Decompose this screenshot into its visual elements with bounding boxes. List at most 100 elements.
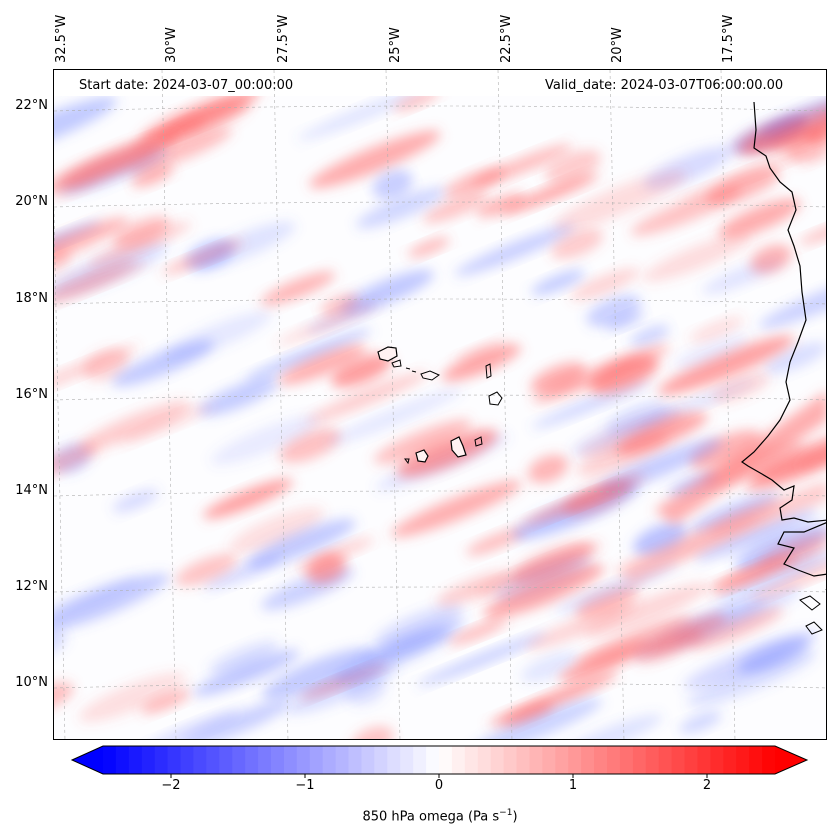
ascent-patch (501, 173, 599, 215)
descent-patch (112, 489, 159, 513)
colorbar-segment (684, 746, 699, 774)
descent-patch (737, 637, 810, 674)
colorbar-segment (762, 746, 776, 774)
colorbar-label-close: ) (512, 809, 518, 825)
santo-antao-island (377, 346, 398, 362)
ascent-patch (750, 244, 792, 274)
descent-patch (454, 224, 576, 276)
ascent-patch (532, 344, 671, 403)
lat-label-12n: 12°N (15, 579, 48, 594)
colorbar-segment (219, 746, 233, 774)
colorbar-segment (374, 746, 388, 774)
descent-patch (245, 328, 372, 381)
descent-patch (689, 492, 780, 533)
descent-patch (286, 665, 397, 715)
descent-patch (531, 269, 585, 296)
colorbar-label-exponent: −1 (499, 808, 513, 818)
lon-label-27-5w: 27.5°W (276, 14, 291, 63)
cbar-tick-label-1: 1 (568, 778, 578, 793)
map-frame (53, 69, 827, 740)
descent-patch (633, 522, 688, 556)
ascent-patch (454, 340, 505, 363)
parallel-line (54, 490, 826, 497)
lon-label-32-5w: 32.5°W (54, 14, 69, 63)
descent-patch (355, 187, 447, 229)
colorbar-segment (671, 746, 686, 774)
colorbar-segment (632, 746, 647, 774)
parallel-line (54, 105, 826, 112)
descent-patch (629, 324, 670, 347)
descent-patch (679, 711, 722, 734)
colorbar-segment (451, 746, 466, 774)
ascent-patch (689, 430, 763, 469)
ascent-patch (550, 228, 604, 260)
ascent-patch (521, 474, 645, 526)
descent-patch (716, 550, 826, 602)
ascent-patch (78, 672, 187, 723)
ascent-patch (805, 106, 826, 143)
colorbar-segment (387, 746, 401, 774)
lat-label-10n: 10°N (15, 675, 48, 690)
descent-patch (145, 709, 240, 739)
ascent-patch (330, 353, 393, 388)
colorbar-segment (154, 746, 169, 774)
ascent-patch (718, 198, 801, 239)
ascent-patch (351, 726, 394, 739)
descent-patch (246, 518, 356, 569)
descent-patch (54, 629, 67, 658)
descent-patch (764, 342, 826, 374)
colorbar-segment (283, 746, 298, 774)
ascent-patch (131, 165, 174, 188)
colorbar-segment (464, 746, 479, 774)
ascent-patch (552, 170, 687, 231)
ascent-patch (441, 344, 521, 382)
ascent-patch (756, 531, 826, 567)
meridian-line (161, 70, 177, 739)
santiago-island (450, 436, 467, 458)
parallel-line (54, 682, 826, 689)
colorbar-segment (516, 746, 531, 774)
descent-patch (758, 271, 826, 329)
ascent-patch (175, 553, 238, 586)
colorbar-segment (723, 746, 737, 774)
colorbar-outline (70, 745, 809, 775)
ascent-patch (391, 480, 522, 538)
descent-patch (339, 269, 435, 314)
descent-patch (686, 650, 817, 708)
colorbar-gradient (72, 746, 807, 774)
colorbar-segment (335, 746, 350, 774)
descent-patch (54, 97, 118, 157)
header-blank-band (54, 70, 826, 96)
meridian-line (497, 70, 513, 739)
descent-patch (162, 311, 273, 361)
descent-patch (466, 698, 603, 739)
colorbar-segment (193, 746, 207, 774)
colorbar-segment (594, 746, 608, 774)
gambia-senegal-coast (777, 522, 826, 577)
ascent-patch (584, 582, 711, 638)
cbar-tick-label-0: 0 (434, 778, 444, 793)
lon-label-17-5w: 17.5°W (721, 14, 736, 63)
meridian-line (720, 70, 736, 739)
colorbar-segment (296, 746, 311, 774)
lat-label-16n: 16°N (15, 387, 48, 402)
ascent-patch (798, 218, 826, 245)
colorbar-segment (271, 746, 285, 774)
ascent-patch (141, 689, 191, 714)
descent-patch (570, 407, 680, 455)
descent-patch (261, 647, 375, 700)
ascent-patch (711, 372, 770, 403)
descent-patch (416, 632, 548, 687)
ascent-patch (309, 130, 441, 189)
lon-label-22-5w: 22.5°W (499, 14, 514, 63)
colorbar-segment (555, 746, 569, 774)
parallel-line (54, 298, 826, 305)
ascent-patch (54, 443, 101, 485)
colorbar-segment (413, 746, 427, 774)
colorbar-segment (361, 746, 375, 774)
ascent-patch (161, 240, 244, 275)
coastal-ascent-band-south (614, 480, 826, 585)
ascent-patch (558, 641, 651, 682)
ascent-patch (502, 702, 554, 727)
ascent-patch (54, 682, 74, 715)
